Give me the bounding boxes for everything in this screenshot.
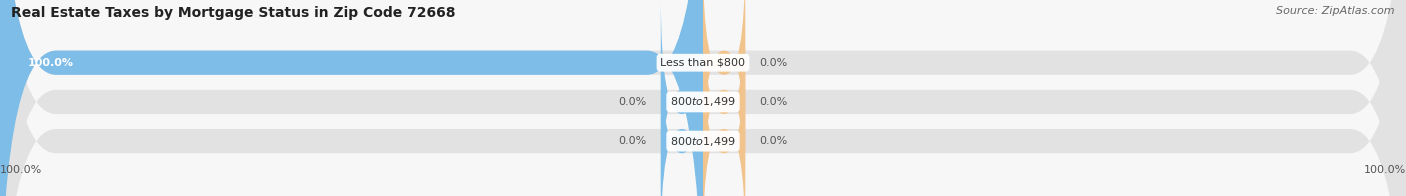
FancyBboxPatch shape [703, 36, 745, 196]
Text: 100.0%: 100.0% [0, 165, 42, 175]
Text: 100.0%: 100.0% [1364, 165, 1406, 175]
Text: Source: ZipAtlas.com: Source: ZipAtlas.com [1277, 6, 1395, 16]
Text: 0.0%: 0.0% [759, 97, 787, 107]
Text: 0.0%: 0.0% [619, 97, 647, 107]
Text: 100.0%: 100.0% [28, 58, 75, 68]
FancyBboxPatch shape [703, 0, 745, 196]
FancyBboxPatch shape [661, 36, 703, 196]
Text: $800 to $1,499: $800 to $1,499 [671, 135, 735, 148]
FancyBboxPatch shape [703, 0, 745, 168]
Text: Real Estate Taxes by Mortgage Status in Zip Code 72668: Real Estate Taxes by Mortgage Status in … [11, 6, 456, 20]
Text: 0.0%: 0.0% [759, 136, 787, 146]
Text: Less than $800: Less than $800 [661, 58, 745, 68]
Text: $800 to $1,499: $800 to $1,499 [671, 95, 735, 108]
FancyBboxPatch shape [661, 0, 703, 196]
FancyBboxPatch shape [0, 0, 703, 196]
Text: 0.0%: 0.0% [619, 136, 647, 146]
Text: 0.0%: 0.0% [759, 58, 787, 68]
